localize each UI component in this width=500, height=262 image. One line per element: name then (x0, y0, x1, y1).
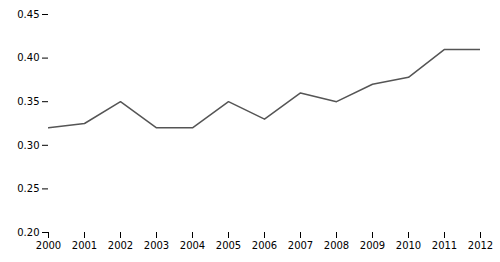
svg-text:0.35: 0.35 (17, 96, 39, 107)
svg-text:2002: 2002 (108, 240, 133, 251)
svg-text:2011: 2011 (432, 240, 457, 251)
svg-text:2012: 2012 (468, 240, 493, 251)
svg-text:2007: 2007 (288, 240, 313, 251)
svg-text:0.40: 0.40 (17, 52, 39, 63)
svg-text:2006: 2006 (252, 240, 277, 251)
svg-text:2004: 2004 (180, 240, 205, 251)
svg-text:0.30: 0.30 (17, 140, 39, 151)
svg-text:0.20: 0.20 (17, 227, 39, 238)
svg-text:0.25: 0.25 (17, 183, 39, 194)
svg-text:2010: 2010 (396, 240, 421, 251)
svg-text:2001: 2001 (72, 240, 97, 251)
svg-text:2005: 2005 (216, 240, 241, 251)
svg-text:0.45: 0.45 (17, 9, 39, 20)
svg-text:2003: 2003 (144, 240, 169, 251)
svg-text:2008: 2008 (324, 240, 349, 251)
svg-text:2000: 2000 (36, 240, 61, 251)
svg-text:2009: 2009 (360, 240, 385, 251)
